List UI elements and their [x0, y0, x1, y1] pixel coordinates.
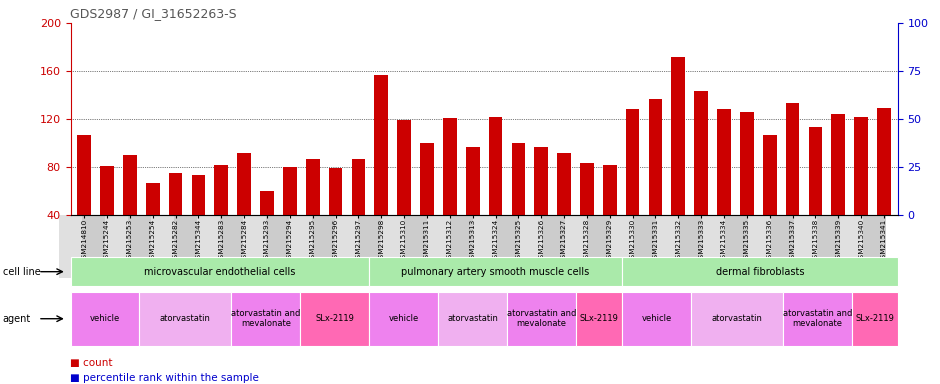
Bar	[854, 117, 868, 263]
Bar	[329, 168, 342, 263]
Bar	[557, 152, 571, 263]
Bar	[192, 175, 205, 263]
Text: vehicle: vehicle	[388, 314, 419, 323]
Bar	[260, 191, 274, 263]
Text: ■ percentile rank within the sample: ■ percentile rank within the sample	[70, 373, 259, 383]
Bar	[443, 118, 457, 263]
Bar	[511, 143, 525, 263]
Text: SLx-2119: SLx-2119	[580, 314, 619, 323]
Text: GDS2987 / GI_31652263-S: GDS2987 / GI_31652263-S	[70, 7, 237, 20]
Text: SLx-2119: SLx-2119	[315, 314, 354, 323]
Bar	[877, 108, 891, 263]
Bar	[603, 165, 617, 263]
Text: atorvastatin: atorvastatin	[447, 314, 498, 323]
Text: SLx-2119: SLx-2119	[855, 314, 894, 323]
Bar	[763, 135, 776, 263]
Text: microvascular endothelial cells: microvascular endothelial cells	[144, 266, 295, 277]
Bar	[649, 99, 663, 263]
Bar	[146, 183, 160, 263]
Bar	[420, 143, 434, 263]
Bar	[740, 112, 754, 263]
Text: atorvastatin: atorvastatin	[160, 314, 211, 323]
Bar	[101, 166, 114, 263]
Text: atorvastatin: atorvastatin	[712, 314, 762, 323]
Bar	[352, 159, 366, 263]
Bar	[237, 152, 251, 263]
Bar	[808, 127, 822, 263]
Text: vehicle: vehicle	[641, 314, 671, 323]
Text: dermal fibroblasts: dermal fibroblasts	[715, 266, 804, 277]
Text: agent: agent	[3, 314, 31, 324]
Text: cell line: cell line	[3, 266, 40, 277]
Bar	[832, 114, 845, 263]
Bar	[489, 117, 502, 263]
Text: atorvastatin and
mevalonate: atorvastatin and mevalonate	[231, 309, 301, 328]
Bar	[374, 74, 388, 263]
Text: pulmonary artery smooth muscle cells: pulmonary artery smooth muscle cells	[401, 266, 589, 277]
Bar	[580, 164, 594, 263]
Text: atorvastatin and
mevalonate: atorvastatin and mevalonate	[783, 309, 852, 328]
Bar	[466, 147, 479, 263]
Bar	[717, 109, 731, 263]
Bar	[214, 165, 228, 263]
Bar	[626, 109, 639, 263]
Bar	[398, 120, 411, 263]
Bar	[786, 103, 799, 263]
Bar	[169, 173, 182, 263]
Bar	[695, 91, 708, 263]
Text: ■ count: ■ count	[70, 358, 113, 368]
Bar	[306, 159, 320, 263]
Bar	[283, 167, 297, 263]
Bar	[671, 56, 685, 263]
Bar	[77, 135, 91, 263]
Bar	[534, 147, 548, 263]
Text: vehicle: vehicle	[90, 314, 120, 323]
Bar	[123, 155, 136, 263]
Text: atorvastatin and
mevalonate: atorvastatin and mevalonate	[507, 309, 576, 328]
